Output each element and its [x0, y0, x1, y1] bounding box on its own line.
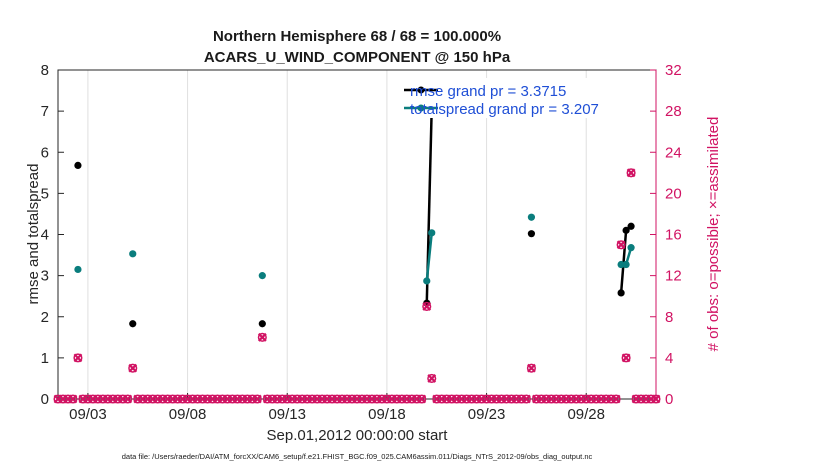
legend-rmse-label: rmse grand pr = 3.3715	[410, 83, 566, 100]
obs-zero-marker-assimilated	[651, 394, 661, 404]
obs-count-marker-possible	[427, 373, 437, 383]
y-axis-label-right: # of obs: o=possible; ×=assimilated	[705, 117, 722, 352]
y-tick-label-right: 8	[665, 309, 673, 326]
obs-zero-marker-possible	[68, 394, 78, 404]
totalspread-point	[617, 260, 625, 269]
obs-zero-marker-assimilated	[68, 394, 78, 404]
x-tick-label: 09/18	[368, 406, 406, 423]
x-tick-label: 09/03	[69, 406, 107, 423]
obs-zero-marker-possible	[611, 394, 621, 404]
y-tick-label-right: 16	[665, 227, 682, 244]
totalspread-point	[258, 272, 266, 280]
legend-box	[400, 78, 614, 118]
totalspread-point	[74, 265, 82, 274]
obs-zero-marker-possible	[521, 394, 531, 404]
y-tick-label-left: 5	[41, 185, 49, 202]
totalspread-point	[627, 244, 635, 252]
y-tick-label-right: 24	[665, 144, 682, 161]
rmse-point	[527, 230, 536, 238]
x-tick-label: 09/23	[468, 406, 506, 423]
rmse-point	[622, 226, 630, 234]
grid	[87, 70, 587, 399]
totalspread-point	[129, 250, 137, 258]
obs-zero-marker-assimilated	[522, 394, 531, 404]
rmse-point	[258, 320, 266, 328]
rmse-point	[129, 320, 137, 328]
obs-count-marker-assimilated	[257, 332, 267, 342]
totalspread-point	[423, 277, 431, 285]
legend-totalspread-label: totalspread grand pr = 3.207	[410, 101, 599, 118]
obs-zero-marker-assimilated	[611, 394, 621, 404]
obs-zero-marker-possible	[252, 394, 262, 404]
x-tick-label: 09/13	[268, 406, 306, 423]
y-tick-label-left: 6	[41, 144, 49, 161]
rmse-point	[617, 289, 625, 297]
legend-totalspread-marker	[417, 104, 425, 112]
obs-count-marker-possible	[128, 363, 138, 373]
obs-count-marker-assimilated	[73, 353, 83, 363]
obs-count-marker-assimilated	[626, 168, 636, 178]
rmse-point	[627, 222, 635, 230]
axis-ticks: 09/03 09/08 09/13 09/18 09/23 09/280123456780…	[41, 62, 682, 423]
legend: rmse grand pr = 3.3715 totalspread grand…	[400, 78, 614, 118]
obs-zero-marker-possible	[123, 394, 133, 404]
obs-zero-marker-assimilated	[123, 394, 133, 404]
y-tick-label-left: 4	[41, 227, 49, 244]
obs-count-marker-possible	[257, 332, 267, 342]
obs-count-marker-possible	[616, 240, 626, 250]
legend-rmse-marker	[417, 86, 425, 94]
y-tick-label-right: 0	[665, 391, 673, 408]
chart-title-line2: ACARS_U_WIND_COMPONENT @ 150 hPa	[204, 49, 511, 66]
obs-count-marker-assimilated	[427, 374, 437, 383]
x-axis-label: Sep.01,2012 00:00:00 start	[267, 427, 449, 444]
obs-count-marker-possible	[626, 168, 636, 178]
rmse-point	[74, 161, 82, 170]
obs-count-marker-possible	[526, 363, 536, 373]
obs-count-marker-assimilated	[616, 240, 626, 250]
y-tick-label-right: 32	[665, 62, 682, 79]
y-tick-label-right: 20	[665, 185, 682, 202]
rmse-line	[619, 225, 632, 293]
x-tick-label: 09/08	[169, 406, 207, 423]
obs-markers	[53, 168, 661, 404]
obs-count-marker-assimilated	[422, 302, 432, 311]
x-tick-label: 09/28	[567, 406, 605, 423]
obs-zero-marker-possible	[417, 394, 427, 404]
obs-count-marker-possible	[621, 353, 631, 363]
obs-count-marker-assimilated	[527, 363, 536, 373]
totalspread-point	[622, 260, 630, 269]
y-tick-label-right: 12	[665, 268, 682, 285]
series	[74, 103, 635, 328]
totalspread-point	[527, 213, 536, 221]
plot-frame	[57, 69, 657, 400]
totalspread-line	[425, 232, 433, 282]
obs-count-marker-possible	[73, 353, 83, 363]
y-tick-label-right: 28	[665, 103, 682, 120]
y-tick-label-left: 3	[41, 268, 49, 285]
obs-zero-marker-assimilated	[252, 394, 262, 404]
y-tick-label-right: 4	[665, 350, 673, 367]
obs-count-marker-assimilated	[621, 353, 631, 363]
y-tick-label-left: 0	[41, 391, 49, 408]
totalspread-point	[428, 229, 436, 237]
y-tick-label-left: 1	[41, 350, 49, 367]
data-file-footer: data file: /Users/raeder/DAI/ATM_forcXX/…	[122, 452, 593, 461]
chart-title-line1: Northern Hemisphere 68 / 68 = 100.000%	[213, 28, 501, 45]
y-tick-label-left: 8	[41, 62, 49, 79]
y-tick-label-left: 2	[41, 309, 49, 326]
obs-zero-marker-possible	[651, 394, 661, 404]
y-axis-label-left: rmse and totalspread	[25, 164, 42, 305]
obs-count-marker-assimilated	[128, 363, 138, 373]
obs-count-marker-possible	[422, 301, 432, 312]
obs-zero-marker-assimilated	[417, 394, 427, 404]
y-tick-label-left: 7	[41, 103, 49, 120]
